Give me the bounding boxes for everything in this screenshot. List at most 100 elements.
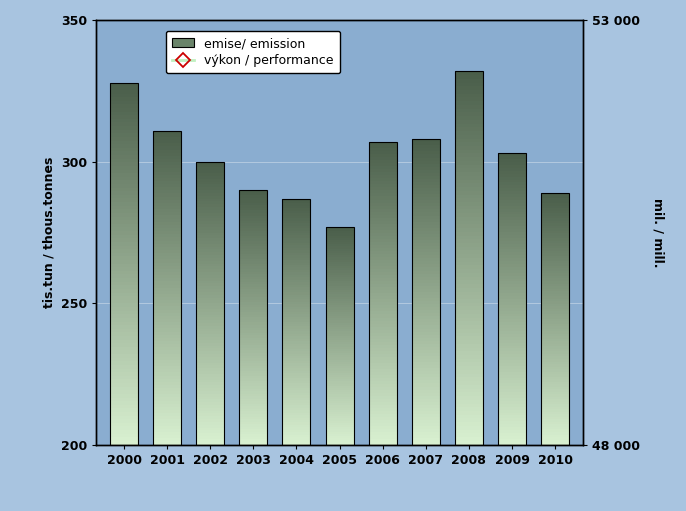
Bar: [110, 430, 138, 434]
Bar: [196, 272, 224, 275]
Bar: [412, 356, 440, 359]
Bar: [153, 407, 181, 410]
Bar: [110, 184, 138, 188]
Bar: [541, 298, 569, 301]
Bar: [196, 255, 224, 258]
Bar: [110, 104, 138, 108]
Bar: [283, 403, 311, 405]
Bar: [283, 405, 311, 408]
Bar: [239, 363, 268, 366]
Bar: [196, 196, 224, 199]
Bar: [412, 151, 440, 154]
Bar: [541, 256, 569, 259]
Y-axis label: tis.tun / thous.tonnes: tis.tun / thous.tonnes: [43, 157, 55, 308]
Bar: [412, 264, 440, 267]
Bar: [541, 213, 569, 216]
Bar: [541, 233, 569, 236]
Bar: [498, 153, 526, 156]
Bar: [196, 365, 224, 368]
Bar: [110, 292, 138, 296]
Bar: [455, 82, 483, 86]
Bar: [283, 373, 311, 376]
Bar: [455, 153, 483, 157]
Bar: [412, 313, 440, 316]
Bar: [153, 354, 181, 357]
Bar: [239, 211, 268, 213]
Bar: [196, 249, 224, 252]
Bar: [110, 227, 138, 231]
Bar: [196, 176, 224, 179]
Bar: [196, 235, 224, 238]
Bar: [541, 246, 569, 248]
Bar: [412, 426, 440, 429]
Bar: [110, 101, 138, 104]
Bar: [110, 130, 138, 133]
Bar: [283, 336, 311, 339]
Bar: [412, 243, 440, 246]
Bar: [368, 202, 397, 205]
Bar: [283, 201, 311, 203]
Bar: [326, 310, 353, 312]
Bar: [239, 261, 268, 264]
Bar: [326, 288, 353, 290]
Bar: [498, 215, 526, 217]
Bar: [368, 281, 397, 284]
Bar: [541, 281, 569, 284]
Bar: [412, 188, 440, 191]
Bar: [412, 213, 440, 216]
Bar: [153, 344, 181, 347]
Bar: [196, 292, 224, 295]
Bar: [196, 425, 224, 428]
Bar: [455, 247, 483, 250]
Bar: [326, 314, 353, 316]
Bar: [326, 246, 353, 249]
Bar: [455, 183, 483, 187]
Bar: [326, 419, 353, 421]
Bar: [153, 357, 181, 360]
Bar: [196, 233, 224, 236]
Bar: [283, 351, 311, 354]
Bar: [368, 339, 397, 342]
Bar: [412, 191, 440, 194]
Bar: [326, 279, 353, 281]
Bar: [455, 72, 483, 445]
Bar: [541, 211, 569, 213]
Bar: [110, 111, 138, 115]
Bar: [239, 340, 268, 343]
Bar: [326, 236, 353, 238]
Bar: [455, 396, 483, 400]
Bar: [541, 407, 569, 409]
Bar: [541, 377, 569, 379]
Bar: [153, 172, 181, 175]
Bar: [239, 381, 268, 383]
Bar: [110, 434, 138, 437]
Bar: [412, 392, 440, 396]
Bar: [412, 405, 440, 408]
Bar: [498, 345, 526, 349]
Bar: [541, 432, 569, 434]
Bar: [283, 221, 311, 223]
Bar: [196, 408, 224, 411]
Bar: [368, 233, 397, 236]
Bar: [110, 126, 138, 130]
Bar: [283, 412, 311, 415]
Bar: [412, 179, 440, 182]
Bar: [153, 341, 181, 344]
Bar: [110, 379, 138, 383]
Bar: [455, 187, 483, 191]
Bar: [239, 234, 268, 236]
Bar: [455, 377, 483, 381]
Bar: [541, 409, 569, 412]
Bar: [110, 90, 138, 94]
Bar: [498, 415, 526, 419]
Bar: [541, 198, 569, 200]
Bar: [326, 238, 353, 240]
Bar: [455, 265, 483, 269]
Bar: [368, 208, 397, 212]
Bar: [153, 291, 181, 294]
Bar: [196, 428, 224, 430]
Bar: [110, 390, 138, 394]
Bar: [368, 327, 397, 330]
Bar: [455, 381, 483, 385]
Bar: [498, 261, 526, 264]
